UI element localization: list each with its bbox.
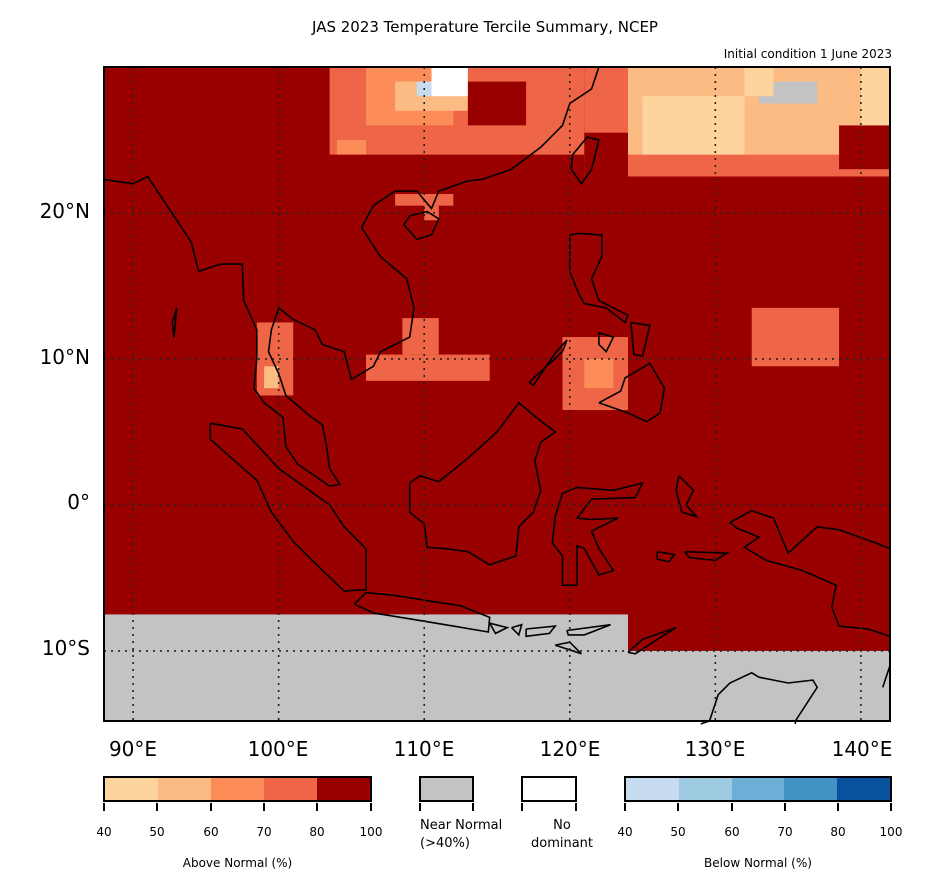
colorbar-tick: 80 [309, 825, 325, 839]
colorbar-tick: 50 [670, 825, 686, 839]
colorbar-tick: 60 [724, 825, 740, 839]
near-normal-label: Near Normal (>40%) [420, 818, 503, 851]
coastline [103, 66, 600, 487]
coastline [700, 671, 819, 725]
graticule [104, 67, 890, 721]
tercile-cell-a4 [751, 307, 840, 367]
coastline [630, 321, 651, 357]
coastline [525, 625, 558, 638]
coastline [729, 521, 891, 638]
coastline [566, 623, 611, 636]
coastline [570, 136, 600, 186]
tercile-cell-a5 [467, 81, 527, 126]
above-normal-colorbar [103, 776, 372, 802]
coastline [408, 401, 557, 566]
lon-label: 90°E [108, 737, 158, 761]
colorbar-tick: 60 [203, 825, 219, 839]
near-normal-swatch [419, 776, 474, 802]
tercile-cell-nn [628, 650, 890, 721]
colorbar-tick: 100 [359, 825, 383, 839]
tercile-cell-a2 [264, 366, 279, 389]
colorbar-tick: 70 [777, 825, 793, 839]
lat-label: 10°N [39, 345, 90, 369]
colorbar-tick: 40 [96, 825, 112, 839]
map-panel [103, 66, 891, 725]
coastline [598, 362, 666, 423]
colorbar-tick: 70 [256, 825, 272, 839]
coastline [627, 626, 677, 655]
tercile-cell-a1 [642, 96, 745, 155]
above-normal-label: Above Normal (%) [182, 856, 293, 870]
lat-label: 0° [67, 490, 90, 514]
tercile-cell-a3 [584, 358, 614, 389]
tercile-cell-a1 [744, 67, 774, 97]
tercile-cell-a5 [839, 125, 890, 170]
coastline [353, 591, 491, 633]
colorbar-tick: 50 [149, 825, 165, 839]
coastline [171, 307, 178, 338]
coastline [684, 550, 730, 562]
colorbar-tick: 80 [830, 825, 846, 839]
tercile-cell-a1 [860, 67, 890, 126]
lon-label: 110°E [393, 737, 455, 761]
coastline [551, 481, 645, 587]
lon-label: 130°E [684, 737, 746, 761]
coastline [403, 210, 440, 241]
coastline [656, 550, 677, 563]
map-title: JAS 2023 Temperature Tercile Summary, NC… [312, 18, 658, 36]
map-frame [103, 66, 891, 722]
colorbar-tick: 100 [879, 825, 903, 839]
lon-label: 100°E [247, 737, 309, 761]
tercile-grid [104, 67, 890, 721]
no-dominant-swatch [521, 776, 577, 802]
coastline [209, 422, 367, 592]
no-dominant-label: No dominant [530, 818, 594, 851]
colorbar-tick: 40 [617, 825, 633, 839]
coastlines [103, 66, 891, 725]
tercile-cell-a4 [402, 318, 439, 355]
coastline [598, 331, 615, 354]
lat-label: 10°S [41, 636, 90, 660]
lat-label: 20°N [39, 199, 90, 223]
map-subtitle: Initial condition 1 June 2023 [723, 47, 892, 61]
tercile-cell-a5 [584, 132, 628, 184]
below-normal-label: Below Normal (%) [704, 856, 812, 870]
lon-label: 140°E [831, 737, 893, 761]
coastline [511, 623, 523, 637]
coastline [675, 475, 699, 519]
lon-label: 120°E [539, 737, 601, 761]
coastline [554, 641, 582, 655]
coastline [568, 232, 630, 324]
coastline [881, 665, 891, 688]
coastline [528, 339, 568, 387]
tercile-cell-nn [104, 614, 628, 721]
tercile-cell-a3 [336, 139, 366, 155]
coastline [729, 509, 891, 555]
tercile-cell-nd [431, 67, 468, 97]
coastline [489, 622, 510, 635]
below-normal-colorbar [624, 776, 892, 802]
